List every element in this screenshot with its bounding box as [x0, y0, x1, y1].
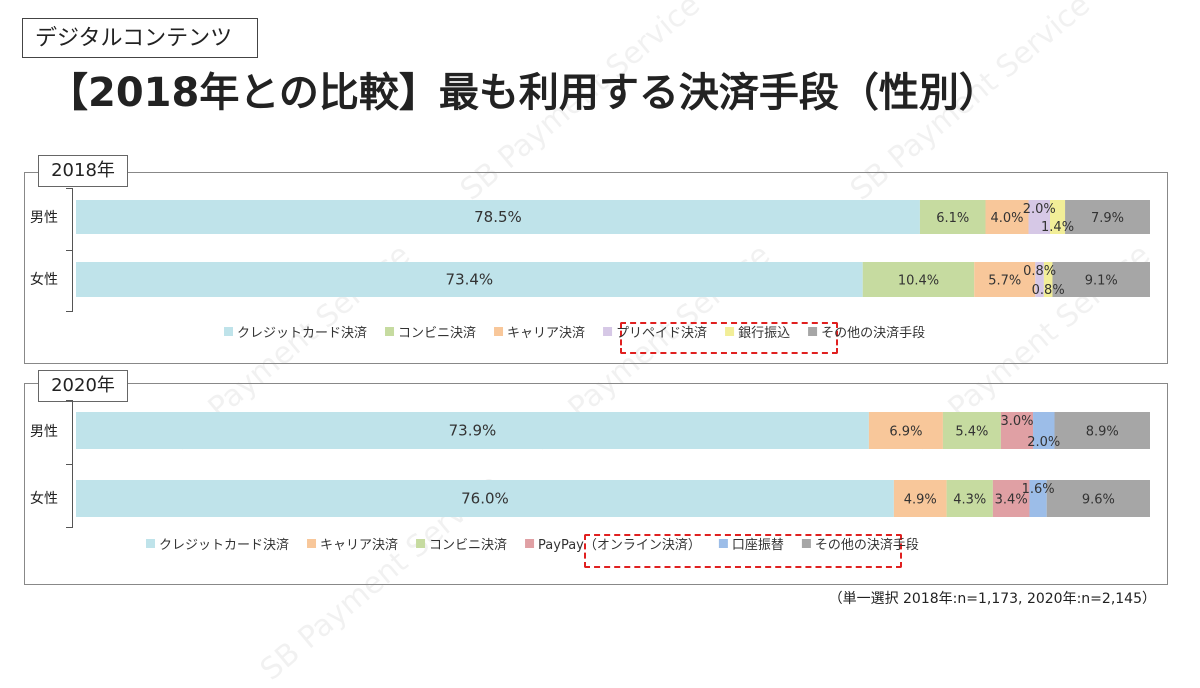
legend-swatch: [801, 539, 811, 548]
legend-entry: クレジットカード決済: [237, 325, 367, 341]
data-label: 5.7%: [988, 274, 1021, 289]
data-label: 78.5%: [474, 208, 522, 226]
legend-entry: PayPay（オンライン決済）: [538, 537, 701, 553]
data-label: 3.4%: [995, 493, 1028, 508]
legend-entry: プリペイド決済: [616, 325, 707, 341]
bar-segment: [942, 412, 1001, 449]
data-label: 76.0%: [461, 490, 509, 508]
bar-segment: [862, 262, 975, 297]
category-label: 女性: [30, 491, 58, 507]
bar-segment: [1028, 200, 1051, 234]
data-label: 8.9%: [1086, 425, 1119, 440]
footnote: （単一選択 2018年:n=1,173, 2020年:n=2,145）: [828, 591, 1156, 607]
y-axis-2020: [72, 400, 73, 528]
legend-entry: 銀行振込: [738, 326, 790, 341]
legend-swatch: [808, 327, 818, 336]
bar-segment: [1052, 262, 1150, 297]
chart-panel-2018: [24, 172, 1168, 364]
bar-segment: [1046, 480, 1150, 517]
bar-segment: [1065, 200, 1150, 234]
bar-segment: [1050, 200, 1066, 234]
bar-segment: [946, 480, 993, 517]
legend-swatch: [725, 327, 735, 336]
chart-panel-2020: [24, 383, 1168, 585]
legend-swatch: [307, 539, 317, 548]
data-label: 10.4%: [898, 274, 939, 289]
bar-segment: [1043, 262, 1053, 297]
legend-entry: その他の決済手段: [821, 325, 925, 341]
bar-segment: [974, 262, 1036, 297]
legend-entry: クレジットカード決済: [159, 537, 289, 553]
data-label: 5.4%: [955, 425, 988, 440]
legend-swatch: [385, 327, 395, 336]
data-label: 7.9%: [1091, 211, 1124, 226]
category-tag: デジタルコンテンツ: [22, 18, 258, 58]
data-label: 1.6%: [1022, 482, 1055, 497]
bar-segment: [1054, 412, 1150, 449]
data-label: 4.9%: [904, 493, 937, 508]
legend-entry: その他の決済手段: [815, 537, 919, 553]
bar-segment: [868, 412, 943, 449]
y-axis-tick: [66, 188, 72, 189]
bar-segment: [76, 262, 863, 297]
legend-swatch: [224, 327, 233, 336]
legend-entry: キャリア決済: [320, 537, 398, 553]
y-axis-tick: [66, 527, 72, 528]
legend-entry: コンビニ決済: [429, 537, 507, 553]
legend-swatch: [718, 539, 728, 548]
data-label: 9.6%: [1082, 493, 1115, 508]
y-axis-tick: [66, 250, 72, 251]
bar-segment: [1000, 412, 1034, 449]
legend-highlight-box-2020: [584, 534, 902, 568]
category-label: 男性: [30, 424, 58, 440]
bar-segment: [985, 200, 1029, 234]
bar-segment: [1033, 412, 1055, 449]
legend-entry: キャリア決済: [507, 325, 585, 341]
legend-highlight-box-2018: [620, 322, 838, 354]
data-label: 4.3%: [953, 493, 986, 508]
legend-swatch: [416, 539, 426, 548]
bar-segment: [919, 200, 986, 234]
bar-segment: [1035, 262, 1044, 297]
data-label: 0.8%: [1023, 264, 1056, 279]
legend-entry: 口座振替: [732, 538, 784, 553]
legend-swatch: [494, 327, 504, 336]
bar-segment: [76, 480, 894, 517]
legend-swatch: [603, 327, 613, 336]
bar-segment: [76, 200, 920, 234]
data-label: 1.4%: [1041, 220, 1074, 235]
data-label: 0.8%: [1032, 283, 1065, 298]
data-label: 9.1%: [1085, 274, 1118, 289]
y-axis-tick: [66, 464, 72, 465]
data-label: 73.9%: [449, 422, 497, 440]
data-label: 4.0%: [991, 211, 1024, 226]
panel-label-2018: 2018年: [38, 155, 128, 187]
y-axis-2018: [72, 188, 73, 312]
legend-swatch: [525, 539, 535, 548]
legend-entry: コンビニ決済: [398, 325, 476, 341]
panel-label-2020: 2020年: [38, 370, 128, 402]
category-label: 男性: [30, 210, 58, 226]
bar-segment: [893, 480, 947, 517]
data-label: 73.4%: [446, 271, 494, 289]
legend-swatch: [146, 539, 155, 548]
bar-segment: [1029, 480, 1047, 517]
data-label: 2.0%: [1027, 435, 1060, 450]
data-label: 6.1%: [936, 211, 969, 226]
data-label: 3.0%: [1000, 414, 1033, 429]
data-label: 6.9%: [889, 425, 922, 440]
y-axis-tick: [66, 400, 72, 401]
data-label: 2.0%: [1023, 202, 1056, 217]
category-label: 女性: [30, 272, 58, 288]
page-title: 【2018年との比較】最も利用する決済手段（性別）: [48, 70, 999, 116]
bar-segment: [76, 412, 869, 449]
y-axis-tick: [66, 311, 72, 312]
bar-segment: [992, 480, 1030, 517]
stacked-bar-charts: 78.5% 6.1% 4.0%2.0%1.4%7.9%73.4% 10.4% 5.7%0…: [76, 200, 1150, 553]
